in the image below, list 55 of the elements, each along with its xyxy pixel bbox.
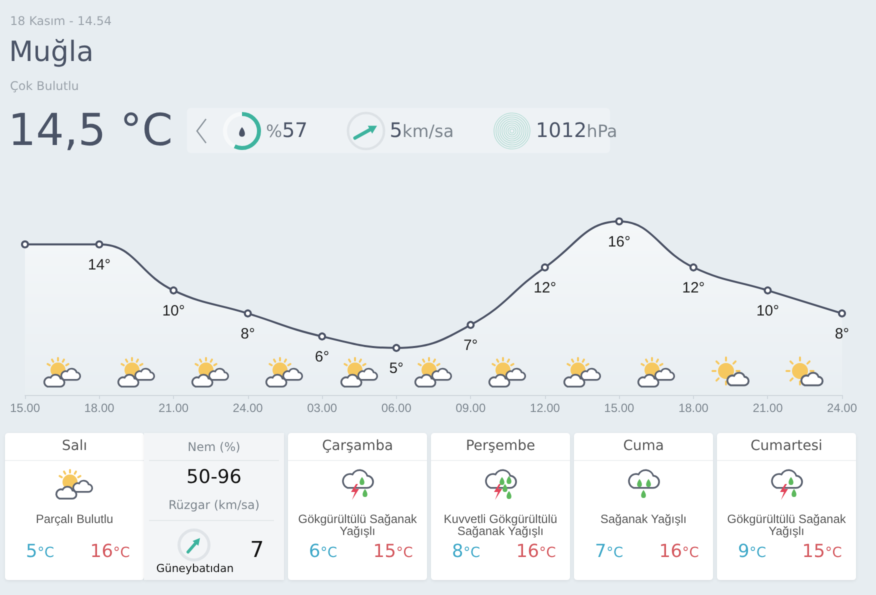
data-label: 10°: [756, 302, 780, 320]
text: Çok Bulutlu: [10, 78, 79, 94]
data-label: 12°: [534, 279, 556, 296]
text: Cuma: [574, 433, 713, 461]
x-tick-label: 12.00: [530, 401, 560, 415]
text: Çarşamba: [288, 433, 427, 461]
x-tick-label: 21.00: [752, 401, 784, 415]
text: 16°C: [516, 541, 556, 562]
text: Perşembe: [431, 433, 570, 461]
text: Nem (%): [186, 439, 242, 455]
data-label: 8°: [834, 325, 850, 342]
text: 18 Kasım - 14.54: [10, 14, 112, 28]
text: 5°C: [26, 541, 54, 562]
text: 5km/sa: [390, 118, 454, 142]
text: 16°C: [659, 541, 699, 562]
data-label: 10°: [162, 302, 185, 320]
data-label: 12°: [682, 279, 705, 296]
data-label: 6°: [314, 348, 330, 366]
text: Güneybatıdan: [155, 562, 235, 576]
text: Parçalı Bulutlu: [34, 512, 114, 526]
text: 9°C: [738, 541, 766, 562]
x-tick-label: 21.00: [158, 401, 189, 415]
text: 1012hPa: [536, 118, 618, 142]
text: Gökgürültülü Sağanak Yağışlı: [726, 512, 847, 538]
x-tick-label: 06.00: [381, 401, 412, 415]
text: 14,5 °C: [8, 105, 173, 157]
text: 50-96: [185, 466, 243, 488]
text: Rüzgar (km/sa): [167, 497, 261, 513]
text: Sağanak Yağışlı: [599, 512, 688, 526]
data-label: 5°: [389, 360, 404, 377]
text: Gökgürültülü Sağanak Yağışlı: [297, 512, 418, 538]
data-label: 16°: [608, 233, 631, 250]
x-tick-label: 24.00: [232, 401, 264, 415]
text: 6°C: [308, 541, 338, 562]
x-tick-label: 18.00: [84, 401, 115, 415]
x-tick-label: 03.00: [307, 401, 338, 415]
text: 7°C: [594, 541, 624, 562]
text: 8°C: [452, 541, 480, 562]
text: Muğla: [9, 35, 94, 68]
text: Cumartesi: [717, 433, 856, 461]
data-label: 14°: [88, 256, 111, 274]
x-tick-label: 15.00: [10, 401, 40, 415]
text: 15°C: [802, 541, 842, 562]
text: %57: [266, 118, 308, 142]
data-label: 7°: [463, 336, 478, 354]
text: Salı: [5, 433, 144, 461]
text: Kuvvetli Gökgürültülü Sağanak Yağışlı: [442, 512, 558, 538]
x-tick-label: 18.00: [678, 401, 709, 415]
text: 7: [249, 538, 265, 563]
x-tick-label: 15.00: [604, 401, 635, 415]
text: 15°C: [373, 541, 413, 562]
x-tick-label: 24.00: [826, 401, 858, 415]
data-label: 8°: [240, 325, 255, 342]
text: 16°C: [90, 541, 130, 562]
x-tick-label: 09.00: [456, 401, 486, 415]
